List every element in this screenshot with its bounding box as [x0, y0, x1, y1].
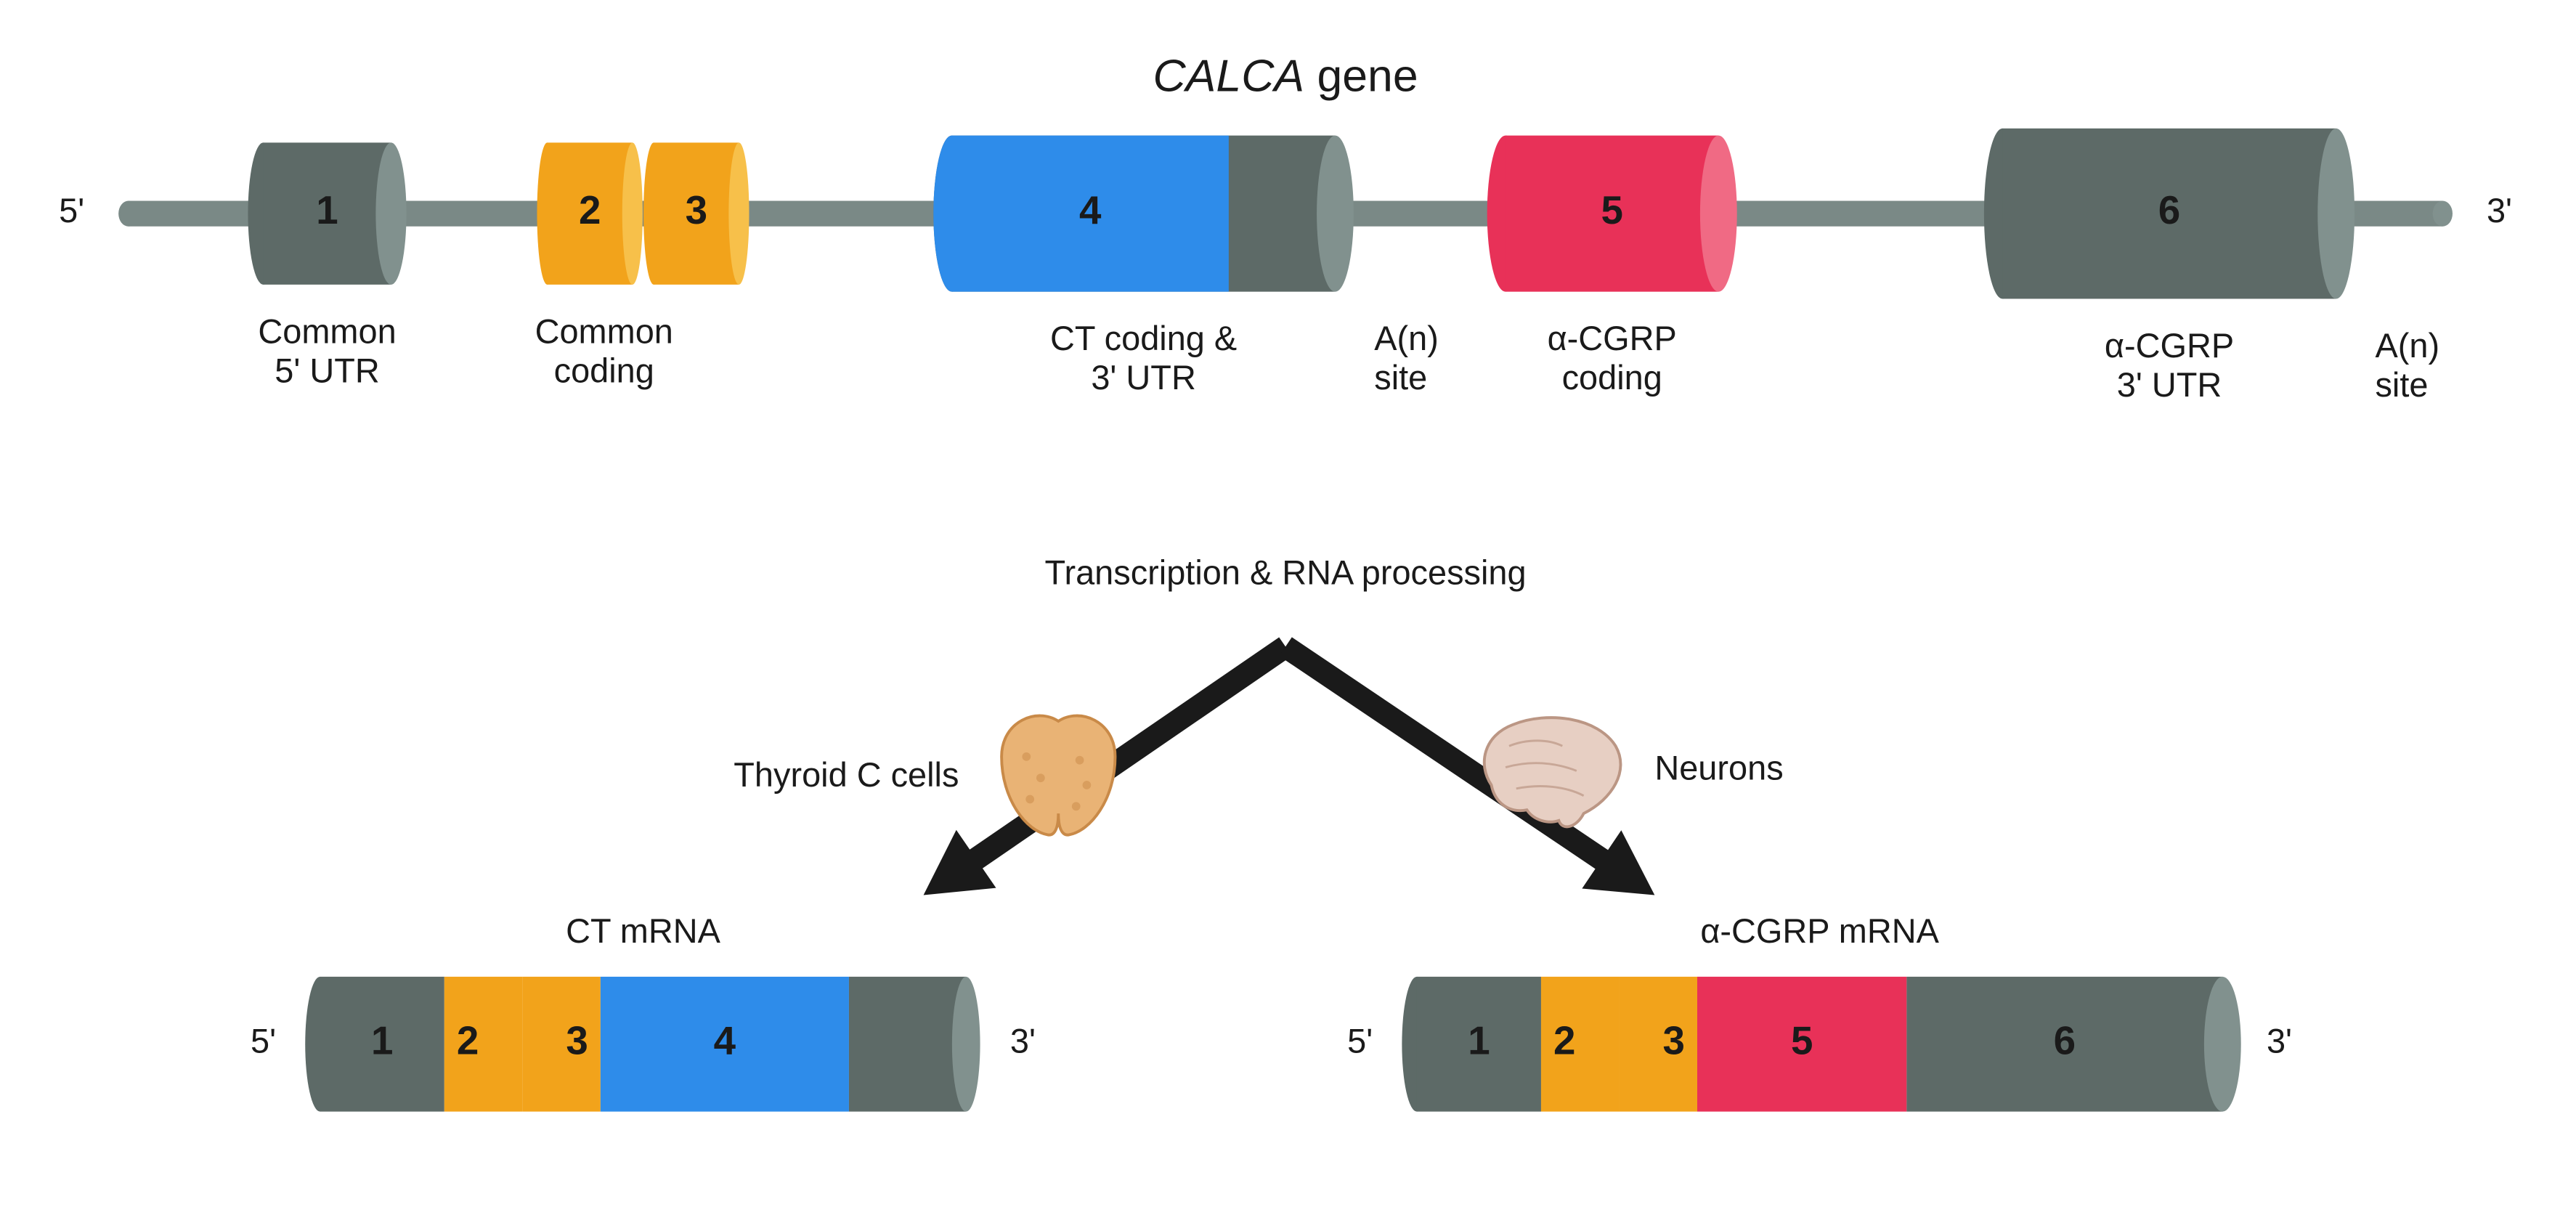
- ct-mrna-3prime: 3': [1010, 1023, 1036, 1060]
- diagram-svg: CALCA gene 5' 3' 1 Common5' UTR 2 Commoncoding…: [29, 29, 2547, 1186]
- cgrp-mrna-5prime: 5': [1347, 1023, 1373, 1060]
- neurons-label: Neurons: [1654, 749, 1783, 787]
- exon6-an-site: A(n)site: [2375, 327, 2439, 404]
- exon3-num: 3: [686, 188, 707, 233]
- exon5-label: α-CGRPcoding: [1548, 320, 1677, 397]
- exon4-label: CT coding &3' UTR: [1050, 320, 1237, 397]
- processing-label: Transcription & RNA processing: [1045, 554, 1527, 592]
- ct-mrna: CT mRNA 5' 3' 1 2 3 4: [251, 913, 1036, 1112]
- cgrp-mrna-seg-3-num: 5: [1791, 1018, 1813, 1063]
- ct-mrna-seg-2-num: 3: [566, 1018, 588, 1063]
- exon6-label: α-CGRP3' UTR: [2105, 327, 2234, 404]
- brain-icon: [1484, 718, 1621, 826]
- cgrp-mrna: α-CGRP mRNA 5' 3' 1 2 3 5 6: [1347, 913, 2292, 1112]
- gene-5prime: 5': [59, 192, 84, 230]
- exon5: 5 α-CGRPcoding: [1487, 136, 1737, 397]
- exon1: 1 Common5' UTR: [248, 142, 406, 389]
- exon5-num: 5: [1601, 188, 1622, 233]
- cgrp-mrna-seg-0-num: 1: [1468, 1018, 1490, 1063]
- exon4: 4 CT coding &3' UTR A(n)site: [933, 136, 1439, 397]
- exon4-num: 4: [1079, 188, 1102, 233]
- exon1-num: 1: [316, 188, 338, 233]
- ct-mrna-seg-0-num: 1: [371, 1018, 393, 1063]
- ct-mrna-seg-1-num: 2: [457, 1018, 479, 1063]
- ct-mrna-title: CT mRNA: [566, 913, 721, 951]
- exon1-label: Common5' UTR: [258, 313, 396, 390]
- calca-diagram: CALCA gene 5' 3' 1 Common5' UTR 2 Commoncoding…: [29, 29, 2547, 1186]
- exon4-an-site: A(n)site: [1374, 320, 1439, 397]
- cgrp-mrna-seg-1-num: 2: [1553, 1018, 1575, 1063]
- exon2-label: Commoncoding: [535, 313, 673, 390]
- thyroid-label: Thyroid C cells: [734, 757, 959, 795]
- cgrp-mrna-seg-4-num: 6: [2054, 1018, 2076, 1063]
- cgrp-mrna-title: α-CGRP mRNA: [1700, 913, 1939, 951]
- exon6-num: 6: [2158, 188, 2180, 233]
- cgrp-mrna-seg-2-num: 3: [1663, 1018, 1685, 1063]
- exon6: 6 α-CGRP3' UTR A(n)site: [1984, 129, 2439, 404]
- exon3: 3: [643, 142, 749, 284]
- ct-mrna-5prime: 5': [251, 1023, 276, 1060]
- gene-3prime: 3': [2487, 192, 2512, 230]
- cgrp-mrna-3prime: 3': [2267, 1023, 2292, 1060]
- page-title: CALCA gene: [1153, 50, 1418, 101]
- exon2-num: 2: [579, 188, 601, 233]
- ct-mrna-seg-3-num: 4: [714, 1018, 736, 1063]
